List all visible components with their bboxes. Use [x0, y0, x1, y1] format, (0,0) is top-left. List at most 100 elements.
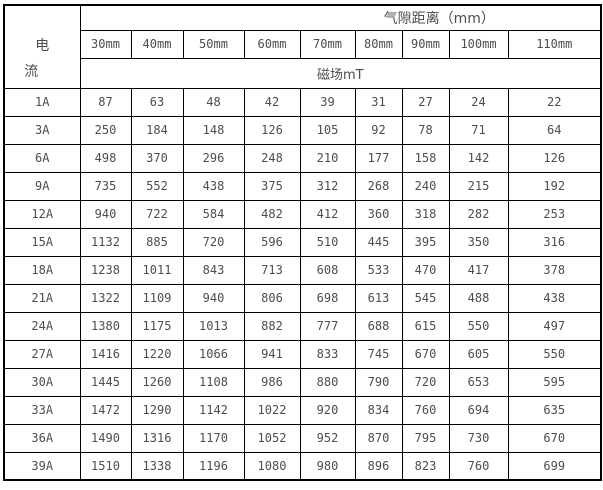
table-row-column-headers: 30mm 40mm 50mm 60mm 70mm 80mm 90mm 100mm 110mm — [4, 29, 602, 59]
value-cell: 670 — [507, 423, 602, 453]
table-row-field-header: 磁场mT — [4, 57, 602, 89]
value-cell: 27 — [401, 87, 450, 117]
value-cell: 215 — [448, 171, 509, 201]
value-cell: 1108 — [182, 367, 245, 397]
value-cell: 318 — [401, 199, 450, 229]
value-cell: 1472 — [79, 395, 132, 425]
value-cell: 545 — [401, 283, 450, 313]
value-cell: 445 — [354, 227, 403, 257]
value-cell: 1052 — [243, 423, 301, 453]
value-cell: 713 — [243, 255, 301, 285]
value-cell: 250 — [79, 115, 132, 145]
value-cell: 833 — [299, 339, 356, 369]
row-label: 9A — [3, 171, 81, 201]
value-cell: 533 — [354, 255, 403, 285]
value-cell: 699 — [507, 451, 602, 481]
corner-line-2: 流 — [24, 64, 39, 80]
value-cell: 63 — [130, 87, 184, 117]
value-cell: 395 — [401, 227, 450, 257]
value-cell: 42 — [243, 87, 301, 117]
row-label: 21A — [3, 283, 81, 313]
value-cell: 78 — [401, 115, 450, 145]
value-cell: 142 — [448, 143, 509, 173]
value-cell: 896 — [354, 451, 403, 481]
value-cell: 790 — [354, 367, 403, 397]
row-label: 1A — [3, 87, 81, 117]
corner-line-1: 电 — [35, 38, 50, 54]
value-cell: 552 — [130, 171, 184, 201]
col-group-header-text: 气隙距离（mm） — [383, 10, 495, 27]
value-cell: 378 — [507, 255, 602, 285]
value-cell: 615 — [401, 311, 450, 341]
value-cell: 1109 — [130, 283, 184, 313]
value-cell: 1380 — [79, 311, 132, 341]
value-cell: 735 — [79, 171, 132, 201]
value-cell: 240 — [401, 171, 450, 201]
value-cell: 248 — [243, 143, 301, 173]
value-cell: 126 — [507, 143, 602, 173]
value-cell: 940 — [182, 283, 245, 313]
value-cell: 760 — [448, 451, 509, 481]
table-row-21A: 21A 1322 1109 940 806 698 613 545 488 438 — [3, 283, 602, 313]
value-cell: 22 — [507, 87, 602, 117]
value-cell: 350 — [448, 227, 509, 257]
value-cell: 688 — [354, 311, 403, 341]
field-header-cell: 磁场mT — [79, 57, 602, 89]
table-row-12A: 12A 940 722 584 482 412 360 318 282 253 — [3, 199, 602, 229]
corner-text-stack: 电 流 — [5, 6, 79, 85]
value-cell: 148 — [182, 115, 245, 145]
value-cell: 870 — [354, 423, 403, 453]
corner-cell-current: 电 流 — [3, 4, 81, 89]
value-cell: 941 — [243, 339, 301, 369]
table-row-39A: 39A 1510 1338 1196 1080 980 896 823 760 699 — [3, 451, 602, 481]
table-row-3A: 3A 250 184 148 126 105 92 78 71 64 — [3, 115, 602, 145]
table-row-27A: 27A 1416 1220 1066 941 833 745 670 605 550 — [3, 339, 602, 369]
value-cell: 777 — [299, 311, 356, 341]
row-label: 6A — [3, 143, 81, 173]
value-cell: 1013 — [182, 311, 245, 341]
value-cell: 694 — [448, 395, 509, 425]
value-cell: 843 — [182, 255, 245, 285]
value-cell: 608 — [299, 255, 356, 285]
value-cell: 986 — [243, 367, 301, 397]
value-cell: 596 — [243, 227, 301, 257]
table-row-18A: 18A 1238 1011 843 713 608 533 470 417 378 — [3, 255, 602, 285]
row-label: 15A — [3, 227, 81, 257]
value-cell: 1290 — [130, 395, 184, 425]
value-cell: 550 — [507, 339, 602, 369]
table-row-33A: 33A 1472 1290 1142 1022 920 834 760 694 635 — [3, 395, 602, 425]
value-cell: 1011 — [130, 255, 184, 285]
value-cell: 184 — [130, 115, 184, 145]
table-row-1A: 1A 87 63 48 42 39 31 27 24 22 — [3, 87, 602, 117]
value-cell: 64 — [507, 115, 602, 145]
value-cell: 126 — [243, 115, 301, 145]
value-cell: 584 — [182, 199, 245, 229]
value-cell: 39 — [299, 87, 356, 117]
value-cell: 498 — [79, 143, 132, 173]
value-cell: 940 — [79, 199, 132, 229]
value-cell: 470 — [401, 255, 450, 285]
row-label: 3A — [3, 115, 81, 145]
value-cell: 1066 — [182, 339, 245, 369]
row-label: 39A — [3, 451, 81, 481]
value-cell: 48 — [182, 87, 245, 117]
value-cell: 980 — [299, 451, 356, 481]
value-cell: 745 — [354, 339, 403, 369]
value-cell: 488 — [448, 283, 509, 313]
value-cell: 31 — [354, 87, 403, 117]
col-header-30mm: 30mm — [79, 29, 132, 59]
col-header-50mm: 50mm — [182, 29, 245, 59]
value-cell: 438 — [182, 171, 245, 201]
value-cell: 880 — [299, 367, 356, 397]
value-cell: 720 — [401, 367, 450, 397]
row-label: 30A — [3, 367, 81, 397]
value-cell: 1142 — [182, 395, 245, 425]
value-cell: 882 — [243, 311, 301, 341]
row-label: 12A — [3, 199, 81, 229]
col-group-header-cell: 气隙距离（mm） — [79, 4, 602, 31]
col-header-90mm: 90mm — [401, 29, 450, 59]
value-cell: 1338 — [130, 451, 184, 481]
value-cell: 92 — [354, 115, 403, 145]
value-cell: 210 — [299, 143, 356, 173]
value-cell: 24 — [448, 87, 509, 117]
